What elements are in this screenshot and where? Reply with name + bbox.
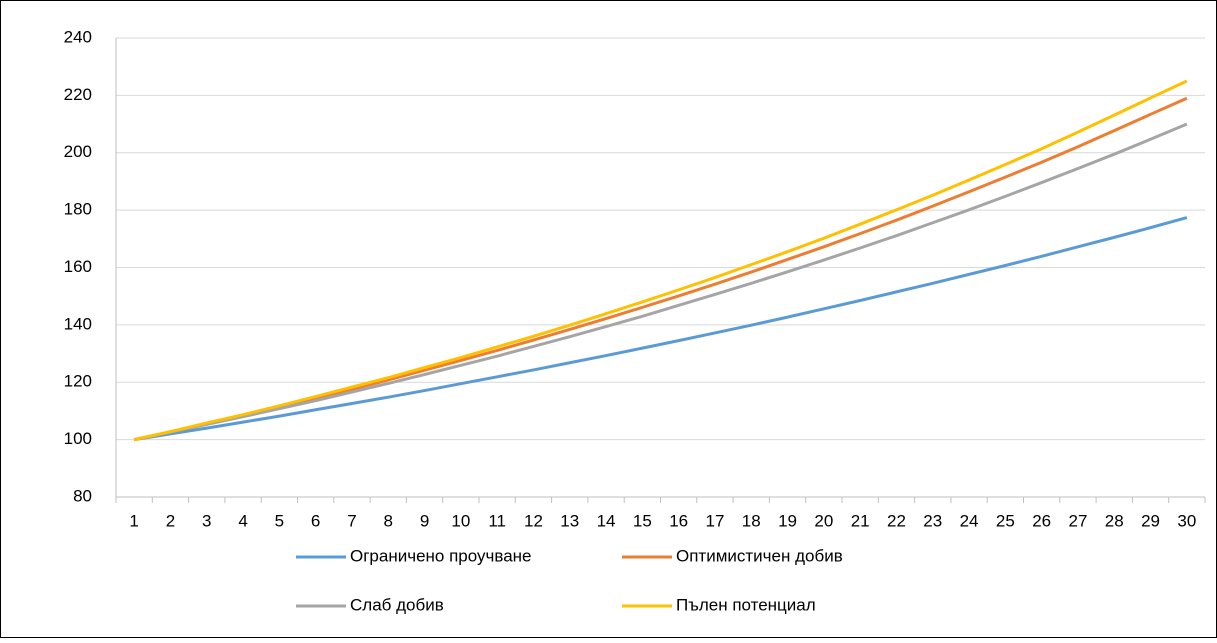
y-tick-label: 200 [64, 142, 92, 161]
x-tick-label: 4 [238, 511, 247, 530]
y-tick-label: 80 [73, 486, 92, 505]
x-tick-label: 11 [488, 511, 506, 530]
x-tick-label: 5 [275, 511, 284, 530]
y-tick-label: 220 [64, 85, 92, 104]
x-tick-label: 16 [669, 511, 688, 530]
series-line [133, 122, 1188, 442]
x-tick-label: 21 [851, 511, 870, 530]
y-tick-label: 100 [64, 429, 92, 448]
x-tick-label: 22 [887, 511, 906, 530]
x-tick-label: 9 [420, 511, 429, 530]
y-tick-label: 240 [64, 27, 92, 46]
x-tick-label: 8 [384, 511, 393, 530]
x-tick-label: 29 [1141, 511, 1160, 530]
y-tick-label: 120 [64, 372, 92, 391]
x-tick-label: 1 [129, 511, 138, 530]
x-tick-label: 10 [451, 511, 470, 530]
x-tick-label: 28 [1105, 511, 1124, 530]
x-tick-label: 25 [996, 511, 1015, 530]
y-tick-label: 160 [64, 257, 92, 276]
x-tick-label: 2 [166, 511, 175, 530]
x-tick-label: 17 [705, 511, 724, 530]
series-line [133, 79, 1188, 442]
x-tick-label: 15 [633, 511, 652, 530]
x-tick-label: 26 [1032, 511, 1051, 530]
x-tick-label: 24 [960, 511, 979, 530]
legend-label: Слаб добив [350, 595, 444, 614]
y-tick-label: 180 [64, 200, 92, 219]
x-tick-label: 12 [524, 511, 543, 530]
x-tick-label: 14 [597, 511, 616, 530]
x-tick-label: 23 [923, 511, 942, 530]
x-tick-label: 30 [1177, 511, 1196, 530]
x-tick-label: 18 [742, 511, 761, 530]
x-tick-label: 27 [1068, 511, 1087, 530]
legend-label: Пълен потенциал [676, 595, 816, 614]
y-tick-label: 140 [64, 314, 92, 333]
series-line [133, 216, 1188, 442]
x-tick-label: 13 [560, 511, 579, 530]
x-tick-label: 3 [202, 511, 211, 530]
x-tick-label: 20 [814, 511, 833, 530]
x-tick-label: 19 [778, 511, 797, 530]
x-tick-label: 6 [311, 511, 320, 530]
x-tick-label: 7 [347, 511, 356, 530]
legend-label: Оптимистичен добив [676, 546, 843, 565]
legend-label: Ограничено проучване [350, 546, 532, 565]
